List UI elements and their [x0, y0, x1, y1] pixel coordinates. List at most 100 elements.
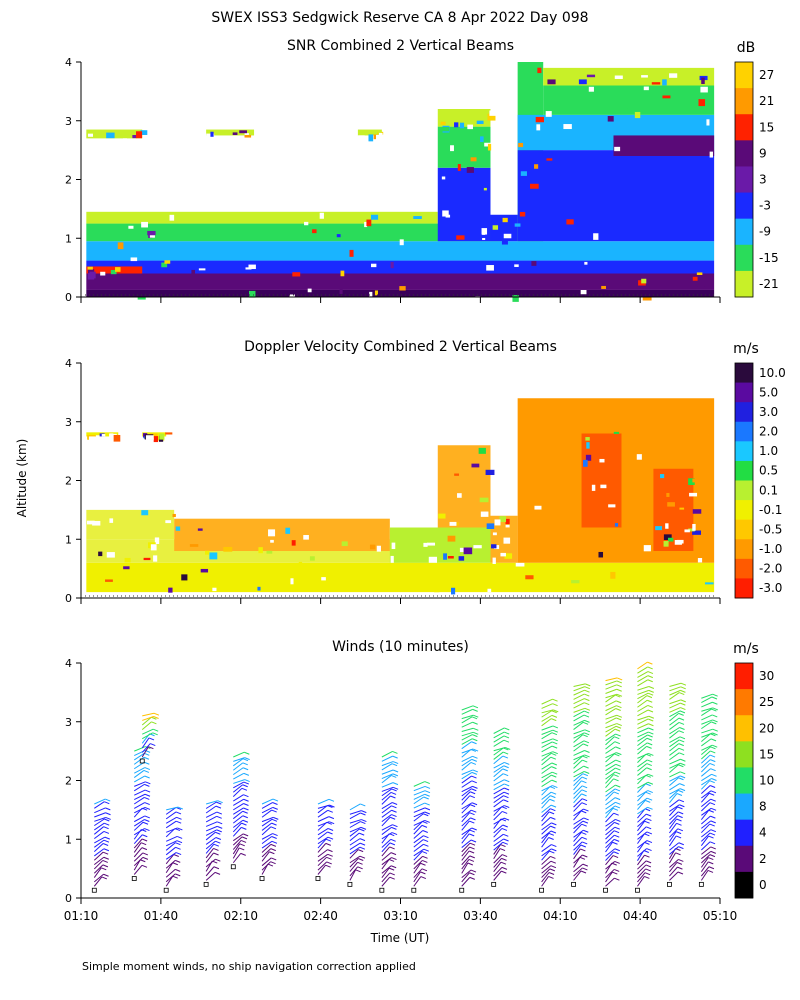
- wind-barb: [669, 842, 680, 851]
- wind-barb-flag: [710, 738, 717, 742]
- wind-barb: [637, 806, 648, 815]
- wind-barb-flag: [584, 707, 591, 711]
- wind-barb-flag: [646, 763, 652, 767]
- wind-barb: [573, 817, 584, 825]
- wind-barb-flag: [328, 816, 335, 820]
- heatmap-speckle: [165, 432, 173, 435]
- wind-barb: [493, 817, 505, 825]
- wind-barb: [669, 775, 681, 782]
- heatmap-cell: [86, 211, 438, 224]
- wind-barb: [573, 773, 584, 782]
- wind-barb-flag: [389, 846, 395, 850]
- wind-barb: [605, 877, 615, 887]
- wind-barb: [317, 838, 327, 849]
- wind-barb: [133, 775, 145, 783]
- colorbar-label: 21: [759, 94, 774, 108]
- colorbar-label: 0.5: [759, 464, 778, 478]
- wind-barb: [669, 815, 678, 825]
- wind-barb: [381, 795, 391, 805]
- calm-marker: [379, 887, 385, 893]
- wind-barb-flag: [648, 723, 654, 727]
- heatmap-speckle: [501, 238, 508, 245]
- wind-barb-flag: [644, 841, 650, 845]
- wind-barb: [413, 868, 423, 878]
- wind-barb-flag: [647, 666, 653, 670]
- wind-barb-flag: [470, 839, 477, 843]
- wind-barb: [461, 780, 473, 788]
- wind-barb: [637, 661, 648, 670]
- wind-barb-flag: [646, 695, 653, 699]
- heatmap-speckle: [655, 526, 663, 531]
- wind-barb: [317, 836, 329, 845]
- wind-barb-flag: [325, 838, 332, 842]
- wind-barb-flag: [327, 853, 333, 857]
- wind-barb: [669, 758, 681, 765]
- heatmap-speckle: [599, 458, 605, 463]
- wind-barb-flag: [583, 817, 589, 821]
- wind-barb: [541, 837, 550, 848]
- wind-barb-flag: [359, 838, 366, 842]
- wind-barb: [637, 813, 647, 823]
- heatmap-speckle: [319, 212, 324, 219]
- wind-barb-flag: [472, 769, 479, 773]
- wind-barb: [461, 771, 473, 780]
- heatmap-speckle: [447, 535, 456, 542]
- y-tick-label: 4: [65, 657, 72, 670]
- wind-barb-flag: [551, 822, 557, 826]
- heatmap-speckle: [303, 535, 309, 540]
- wind-barb-flag: [548, 875, 554, 879]
- wind-barb-flag: [552, 729, 558, 733]
- wind-barb-flag: [102, 859, 108, 863]
- wind-barb: [701, 832, 711, 842]
- wind-barb: [637, 715, 649, 721]
- heatmap-speckle: [376, 545, 381, 552]
- wind-barb: [701, 744, 713, 751]
- heatmap-speckle: [98, 551, 103, 557]
- wind-barb-flag: [616, 700, 622, 704]
- heatmap-speckle: [563, 124, 572, 130]
- wind-barb-flag: [579, 856, 586, 860]
- heatmap-cell: [86, 289, 715, 297]
- heatmap-speckle: [537, 67, 542, 74]
- wind-barb-flag: [584, 686, 591, 690]
- x-tick-label: 01:10: [64, 909, 99, 923]
- wind-barb: [381, 842, 391, 853]
- wind-barb-flag: [242, 767, 249, 771]
- wind-barb: [381, 872, 391, 883]
- wind-barb-flag: [581, 776, 588, 780]
- wind-barb: [669, 846, 679, 855]
- heatmap-speckle: [140, 130, 148, 135]
- wind-barb-flag: [550, 756, 557, 760]
- wind-barb-flag: [710, 733, 716, 737]
- colorbar-segment: [735, 871, 753, 899]
- heatmap-speckle: [475, 296, 481, 301]
- wind-barb-flag: [472, 734, 478, 738]
- wind-barb: [605, 714, 618, 720]
- x-tick-label: 03:40: [463, 909, 498, 923]
- wind-barb: [541, 830, 552, 839]
- wind-barb: [605, 861, 616, 870]
- wind-barb: [134, 793, 146, 801]
- wind-barb: [541, 865, 552, 874]
- wind-barb-flag: [389, 816, 396, 820]
- wind-barb-flag: [390, 838, 396, 842]
- wind-barb-flag: [709, 823, 715, 827]
- wind-barb-flag: [503, 833, 509, 837]
- wind-barb: [493, 773, 504, 782]
- wind-barb: [461, 762, 472, 771]
- heatmap-speckle: [545, 111, 552, 117]
- wind-barb: [317, 828, 329, 836]
- wind-barb-flag: [360, 812, 366, 816]
- heatmap-cell: [86, 241, 715, 261]
- heatmap-cell: [86, 260, 715, 274]
- wind-barb: [461, 872, 470, 883]
- wind-barb: [461, 827, 473, 836]
- wind-barb-flag: [616, 684, 622, 688]
- colorbar-segment: [735, 402, 753, 423]
- heatmap-speckle: [515, 562, 525, 567]
- wind-barb-flag: [504, 727, 510, 731]
- wind-barb-flag: [104, 836, 110, 840]
- y-tick-label: 4: [65, 56, 72, 69]
- wind-barb-flag: [584, 750, 590, 753]
- wind-barb-flag: [677, 828, 684, 832]
